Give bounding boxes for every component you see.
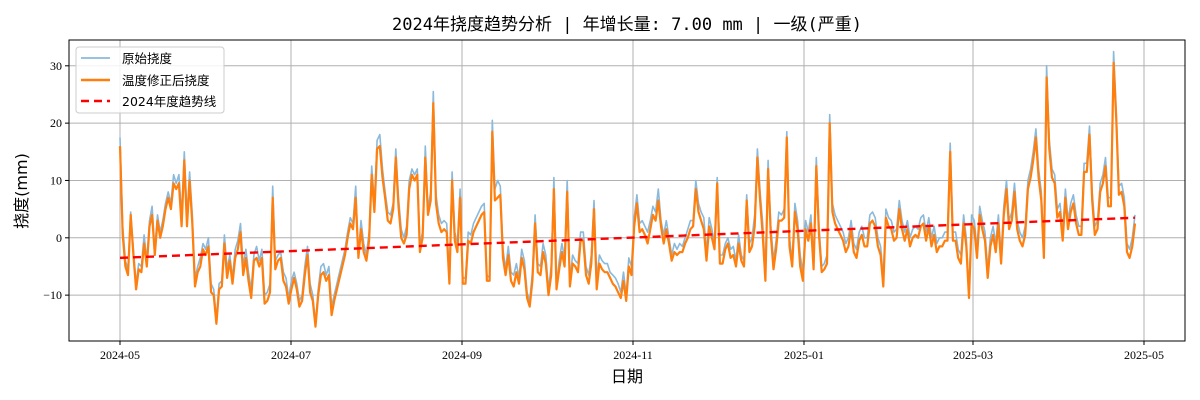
legend-label-corrected: 温度修正后挠度 xyxy=(122,73,210,88)
legend-label-raw: 原始挠度 xyxy=(122,51,173,66)
series-corrected-deflection xyxy=(118,61,1137,328)
x-tick-label: 2025-03 xyxy=(953,348,993,362)
legend-label-trend: 2024年度趋势线 xyxy=(122,94,217,109)
x-tick-label: 2025-05 xyxy=(1124,348,1164,362)
legend-box xyxy=(75,46,225,114)
x-tick-label: 2024-11 xyxy=(613,348,653,362)
y-tick-label: 0 xyxy=(56,231,62,245)
x-tick-label: 2025-01 xyxy=(784,348,824,362)
axes-frame xyxy=(68,39,1186,342)
y-tick-label: 20 xyxy=(50,116,62,130)
y-tick-label: 10 xyxy=(50,173,62,187)
x-tick-label: 2024-09 xyxy=(442,348,482,362)
y-tick-label: 30 xyxy=(50,59,62,73)
x-tick-label: 2024-07 xyxy=(271,348,311,362)
axis-ticks: −10 0 10 20 30 2024-05 2024-07 2024-09 2024-11 20… xyxy=(43,59,1164,362)
y-tick-label: −10 xyxy=(43,288,62,302)
x-tick-label: 2024-05 xyxy=(100,348,140,362)
x-axis-label: 日期 xyxy=(611,367,643,386)
chart-title: 2024年挠度趋势分析 | 年增长量: 7.00 mm | 一级(严重) xyxy=(392,15,862,35)
legend: 原始挠度 温度修正后挠度 2024年度趋势线 xyxy=(75,46,225,114)
series-trend-line xyxy=(119,216,1136,260)
y-axis-label: 挠度(mm) xyxy=(12,153,31,229)
